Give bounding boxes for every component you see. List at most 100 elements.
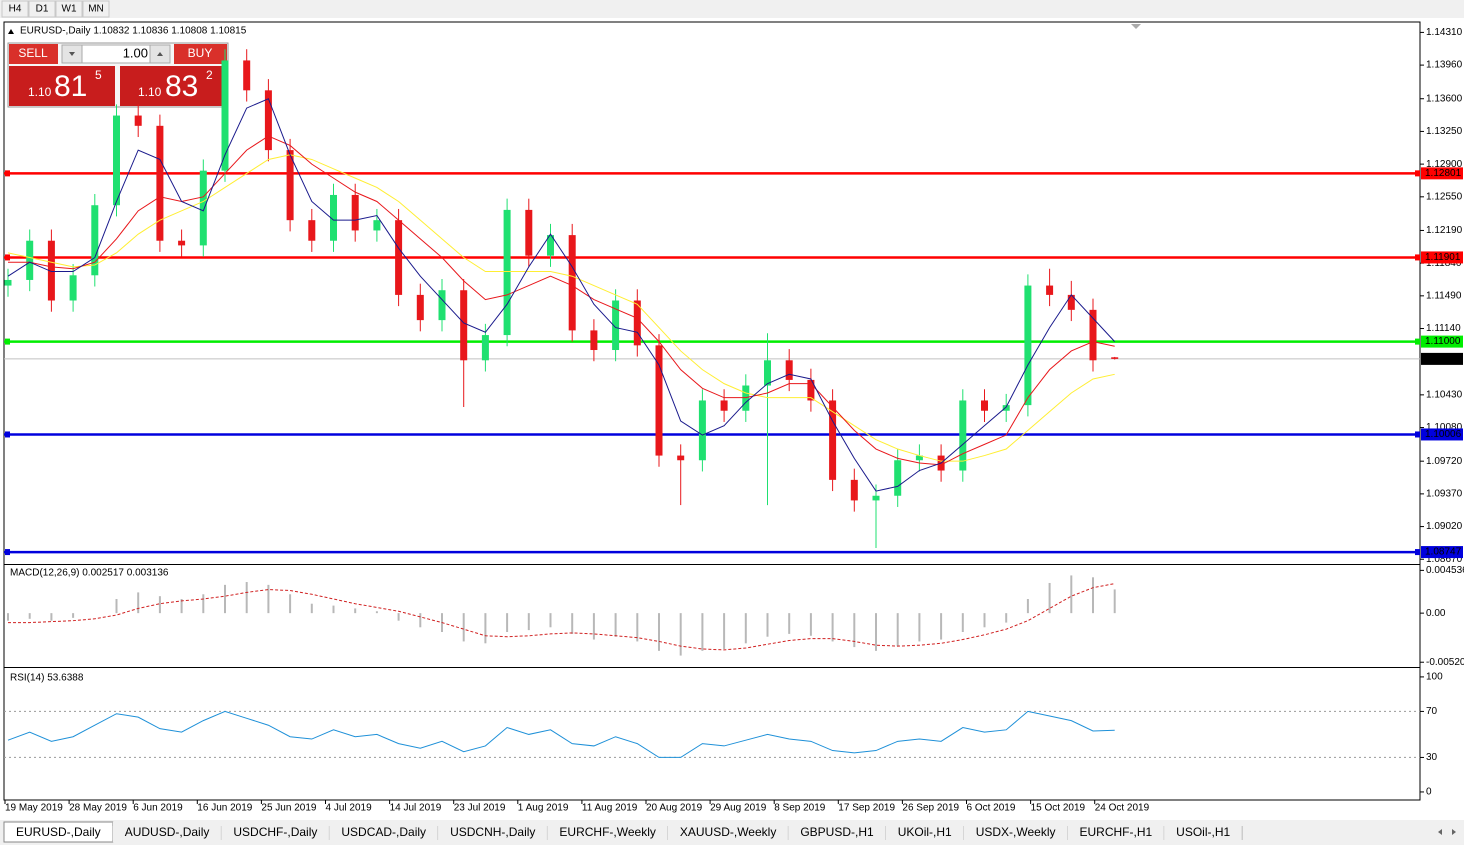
- level-handle[interactable]: [1415, 338, 1420, 345]
- symbol-tab[interactable]: [547, 822, 668, 842]
- timeframe-tab[interactable]: [1, 0, 29, 18]
- level-handle[interactable]: [1415, 431, 1420, 438]
- candle-body: [850, 479, 858, 501]
- level-handle[interactable]: [1415, 170, 1420, 177]
- candle-body: [590, 330, 598, 351]
- y-tick-label: 1.11140: [1426, 323, 1461, 334]
- level-label-box: [1421, 251, 1463, 264]
- timeframe-label: MN: [88, 4, 104, 15]
- sell-price-box[interactable]: [9, 66, 115, 106]
- candle-body: [330, 194, 337, 241]
- timeframe-tab[interactable]: [28, 0, 56, 18]
- symbol-tab-label: USDCAD-,Daily: [341, 825, 426, 839]
- sell-button[interactable]: [9, 44, 58, 64]
- symbol-tab[interactable]: [788, 822, 886, 842]
- level-label-box: [1421, 167, 1463, 180]
- x-tick-label: 25 Jun 2019: [261, 803, 316, 814]
- x-tick-label: 6 Oct 2019: [967, 803, 1016, 814]
- up-arrow: [157, 52, 163, 56]
- collapse-arrow[interactable]: [8, 29, 14, 34]
- buy-price-sup: 2: [206, 68, 213, 82]
- buy-label: BUY: [188, 46, 213, 60]
- candle-body: [156, 125, 164, 241]
- buy-price-prefix: 1.10: [138, 85, 162, 99]
- scroll-right[interactable]: [1452, 829, 1456, 835]
- candle-body: [915, 455, 923, 461]
- candle-body: [807, 379, 815, 401]
- symbol-tab[interactable]: [1067, 822, 1165, 842]
- level-handle[interactable]: [1415, 549, 1420, 556]
- symbol-tab-label: AUDUSD-,Daily: [125, 825, 210, 839]
- candle-body: [959, 400, 967, 471]
- buy-price-box[interactable]: [120, 66, 227, 106]
- level-handle[interactable]: [5, 431, 10, 438]
- candle-body: [568, 235, 576, 331]
- candle-body: [264, 90, 272, 151]
- candle-body: [178, 240, 186, 246]
- symbol-tab-label: EURUSD-,Daily: [16, 825, 101, 839]
- timeframe-bar: [0, 0, 1464, 18]
- candle-body: [894, 460, 902, 496]
- symbol-tab-label: EURCHF-,Weekly: [559, 825, 655, 839]
- buy-price-big: 83: [165, 70, 198, 103]
- x-tick-label: 19 May 2019: [5, 803, 63, 814]
- sell-label: SELL: [18, 46, 48, 60]
- symbol-tab[interactable]: [221, 822, 330, 842]
- x-tick-label: 16 Jun 2019: [197, 803, 252, 814]
- x-tick-label: 4 Jul 2019: [326, 803, 373, 814]
- level-label: 1.11000: [1425, 336, 1461, 347]
- candle-body: [395, 220, 403, 295]
- symbol-tab[interactable]: [667, 822, 789, 842]
- y-tick-label: 1.12190: [1426, 225, 1463, 236]
- candle-body: [981, 400, 988, 411]
- candle-body: [829, 400, 837, 480]
- sell-price-big: 81: [54, 70, 87, 103]
- symbol-tab[interactable]: [963, 822, 1068, 842]
- last-price-label: 1.10815: [1425, 354, 1462, 365]
- candle-body: [351, 194, 359, 231]
- timeframe-tab[interactable]: [55, 0, 83, 18]
- level-handle[interactable]: [5, 254, 10, 261]
- candle-body: [1002, 405, 1010, 411]
- timeframe-label: H4: [9, 4, 22, 15]
- candle-body: [633, 300, 641, 346]
- timeframe-label: W1: [62, 4, 77, 15]
- symbol-tab-label: USDCNH-,Daily: [450, 825, 535, 839]
- symbol-tab[interactable]: [1164, 822, 1243, 842]
- level-handle[interactable]: [5, 338, 10, 345]
- symbol-tab[interactable]: [885, 822, 964, 842]
- symbol-tab[interactable]: [329, 822, 439, 842]
- y-tick-label: 1.09020: [1426, 521, 1463, 532]
- level-handle[interactable]: [5, 170, 10, 177]
- chart-title: EURUSD-,Daily 1.10832 1.10836 1.10808 1.…: [20, 26, 247, 37]
- y-tick-label: 1.13600: [1426, 93, 1463, 104]
- candle-body: [872, 495, 880, 501]
- shift-marker: [1131, 24, 1141, 29]
- level-handle[interactable]: [5, 549, 10, 556]
- symbol-tab-label: GBPUSD-,H1: [800, 825, 874, 839]
- buy-button[interactable]: [174, 44, 227, 64]
- symbol-tab-label: USDX-,Weekly: [976, 825, 1056, 839]
- x-tick-label: 14 Jul 2019: [390, 803, 442, 814]
- y-tick-label: -0.005205: [1426, 657, 1464, 668]
- level-handle[interactable]: [1415, 254, 1420, 261]
- y-tick-label: 1.13960: [1426, 60, 1463, 71]
- lot-value: 1.00: [123, 45, 148, 60]
- candle-body: [69, 275, 77, 301]
- y-tick-label: 1.10080: [1426, 422, 1463, 433]
- candle-body: [655, 345, 663, 456]
- sell-price-sup: 5: [95, 68, 102, 82]
- candle-body: [416, 294, 424, 321]
- moving-average: [7, 98, 1116, 492]
- candle-body: [1067, 294, 1075, 310]
- scroll-left[interactable]: [1438, 829, 1442, 835]
- symbol-tab[interactable]: [438, 822, 548, 842]
- rsi-line: [7, 710, 1115, 758]
- symbol-tab[interactable]: [112, 822, 222, 842]
- macd-title: MACD(12,26,9) 0.002517 0.003136: [10, 568, 169, 579]
- level-label: 1.10006: [1425, 429, 1462, 440]
- timeframe-tab[interactable]: [82, 0, 110, 18]
- symbol-tab-label: USDCHF-,Daily: [233, 825, 317, 839]
